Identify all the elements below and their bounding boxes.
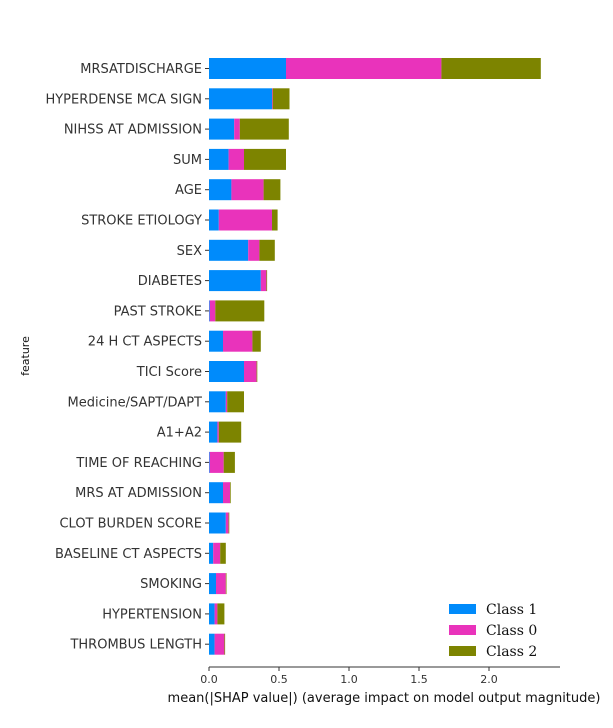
bar-hyperdense-mca-sign-class-1 [209, 88, 272, 110]
y-tick-label-past-stroke: PAST STROKE [114, 304, 202, 319]
bar-thrombus-length-class-2 [224, 633, 226, 655]
x-tick-label-0: 0.0 [200, 673, 218, 686]
bar-tici-score-class-0 [244, 361, 257, 382]
legend-label-class-1: Class 1 [486, 602, 537, 618]
y-tick-label-sex: SEX [177, 244, 202, 259]
x-tick-label-1: 0.5 [270, 673, 288, 686]
bars-layer [209, 58, 541, 655]
bar-sum-class-2 [244, 148, 286, 170]
y-tick-label-a1-a2: A1+A2 [157, 426, 202, 441]
y-tick-labels: MRSATDISCHARGE HYPERDENSE MCA SIGN NIHSS A… [45, 62, 209, 653]
legend-swatch-class-0 [449, 625, 476, 635]
bar-past-stroke-class-2 [215, 300, 265, 322]
bar-hypertension-class-1 [209, 603, 215, 625]
bar-age-class-0 [231, 179, 264, 201]
bar-age-class-1 [209, 179, 232, 201]
bar-mrs-at-admission-class-1 [209, 482, 223, 504]
bar-time-of-reaching-class-0 [209, 451, 224, 473]
bar-past-stroke-class-1 [209, 300, 210, 322]
bar-time-of-reaching-class-2 [223, 451, 235, 473]
bar-24-h-ct-aspects-class-2 [252, 330, 261, 352]
bar-sex-class-2 [259, 239, 275, 261]
y-tick-label-mrs-at-admission: MRS AT ADMISSION [75, 486, 202, 501]
bar-24-h-ct-aspects-class-1 [209, 330, 223, 352]
bar-mrsatdischarge-class-0 [286, 58, 442, 79]
bar-medicine-sapt-dapt-class-1 [209, 391, 226, 413]
bar-mrs-at-admission-class-2 [230, 482, 231, 504]
bar-baseline-ct-aspects-class-0 [213, 542, 221, 564]
bar-smoking-class-2 [225, 573, 227, 595]
y-tick-label-baseline-ct-aspects: BASELINE CT ASPECTS [55, 547, 202, 562]
legend-swatch-class-2 [449, 646, 476, 656]
bar-sex-class-1 [209, 239, 249, 261]
bar-a1-a2-class-0 [217, 421, 219, 443]
bar-tici-score-class-2 [256, 361, 258, 382]
x-tick-label-2: 1.0 [340, 673, 358, 686]
bar-diabetes-class-1 [209, 270, 261, 292]
bar-past-stroke-class-0 [209, 300, 216, 322]
y-tick-label-smoking: SMOKING [140, 577, 202, 592]
bar-nihss-at-admission-class-0 [234, 118, 240, 140]
y-tick-label-sum: SUM [173, 153, 202, 168]
bar-diabetes-class-0 [260, 270, 267, 292]
y-tick-label-nihss-at-admission: NIHSS AT ADMISSION [64, 123, 202, 138]
bar-sex-class-0 [248, 239, 260, 261]
bar-mrsatdischarge-class-2 [441, 58, 541, 79]
bar-hyperdense-mca-sign-class-2 [272, 88, 290, 110]
bar-hypertension-class-0 [214, 603, 218, 625]
bar-time-of-reaching-class-1 [209, 451, 210, 473]
bar-hyperdense-mca-sign-class-0 [272, 88, 273, 110]
bar-hypertension-class-2 [217, 603, 225, 625]
y-tick-label-tici-score: TICI Score [136, 365, 202, 380]
bar-mrs-at-admission-class-0 [223, 482, 230, 504]
bar-medicine-sapt-dapt-class-2 [227, 391, 244, 413]
bar-stroke-etiology-class-0 [218, 209, 272, 231]
y-tick-label-mrsatdischarge: MRSATDISCHARGE [80, 62, 202, 77]
legend-label-class-2: Class 2 [486, 644, 537, 660]
bar-medicine-sapt-dapt-class-0 [225, 391, 228, 413]
bar-a1-a2-class-1 [209, 421, 218, 443]
bar-clot-burden-score-class-0 [225, 512, 229, 534]
bar-smoking-class-0 [216, 573, 226, 595]
legend: Class 1 Class 0 Class 2 [449, 602, 537, 660]
y-tick-label-thrombus-length: THROMBUS LENGTH [69, 638, 202, 653]
bar-baseline-ct-aspects-class-2 [220, 542, 226, 564]
y-tick-label-hyperdense-mca-sign: HYPERDENSE MCA SIGN [45, 92, 202, 107]
legend-label-class-0: Class 0 [486, 623, 537, 639]
bar-a1-a2-class-2 [218, 421, 242, 443]
bar-nihss-at-admission-class-1 [209, 118, 235, 140]
bar-sum-class-0 [228, 148, 244, 170]
y-tick-label-24-h-ct-aspects: 24 H CT ASPECTS [88, 335, 202, 350]
y-tick-label-diabetes: DIABETES [138, 274, 202, 289]
bar-smoking-class-1 [209, 573, 216, 595]
y-axis-label: feature [19, 336, 32, 376]
y-tick-label-hypertension: HYPERTENSION [102, 607, 202, 622]
x-tick-label-3: 1.5 [410, 673, 428, 686]
bar-clot-burden-score-class-2 [228, 512, 230, 534]
bar-age-class-2 [263, 179, 281, 201]
y-tick-label-stroke-etiology: STROKE ETIOLOGY [81, 214, 202, 229]
bar-nihss-at-admission-class-2 [239, 118, 289, 140]
bar-mrsatdischarge-class-1 [209, 58, 286, 79]
y-tick-label-age: AGE [175, 183, 202, 198]
bar-clot-burden-score-class-1 [209, 512, 226, 534]
bar-sum-class-1 [209, 148, 229, 170]
bar-24-h-ct-aspects-class-0 [223, 330, 253, 352]
y-tick-label-time-of-reaching: TIME OF REACHING [75, 456, 202, 471]
bar-thrombus-length-class-1 [209, 633, 215, 655]
legend-swatch-class-1 [449, 604, 476, 614]
bar-diabetes-class-2 [266, 270, 268, 292]
bar-baseline-ct-aspects-class-1 [209, 542, 214, 564]
x-tick-label-4: 2.0 [480, 673, 498, 686]
x-axis-label: mean(|SHAP value|) (average impact on mo… [168, 691, 601, 706]
bar-tici-score-class-1 [209, 361, 244, 382]
x-axis: 0.0 0.5 1.0 1.5 2.0 [200, 666, 560, 686]
bar-stroke-etiology-class-1 [209, 209, 219, 231]
bar-thrombus-length-class-0 [214, 633, 225, 655]
bar-stroke-etiology-class-2 [272, 209, 278, 231]
y-tick-label-clot-burden-score: CLOT BURDEN SCORE [59, 517, 202, 532]
y-tick-label-medicine-sapt-dapt: Medicine/SAPT/DAPT [68, 395, 203, 410]
